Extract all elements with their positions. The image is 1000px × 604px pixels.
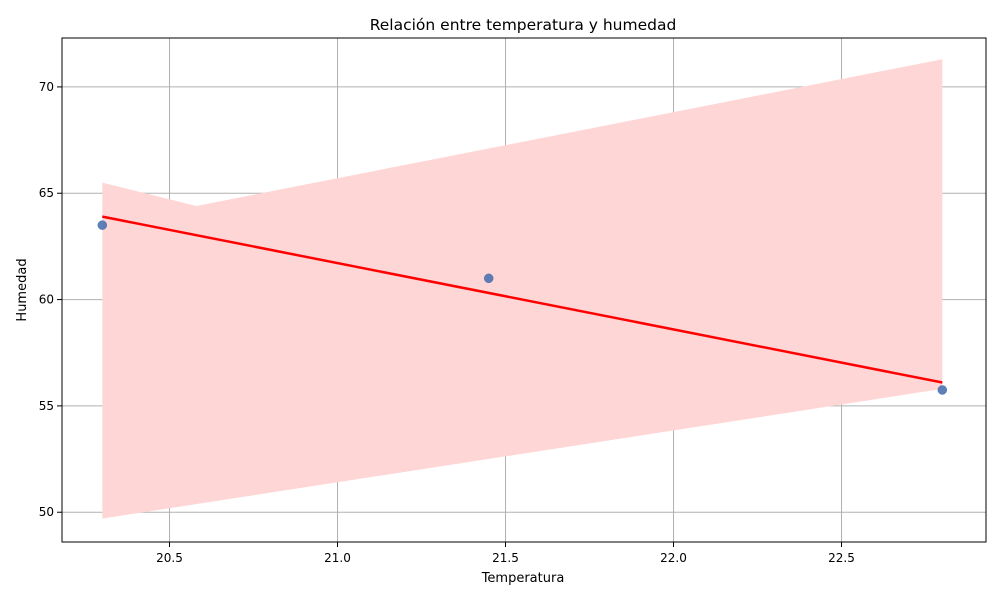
x-axis-ticks: 20.5 21.0 21.5 22.0 22.5 (156, 542, 855, 565)
x-axis-label: Temperatura (481, 571, 565, 586)
data-point (483, 273, 494, 284)
y-tick-label: 50 (39, 505, 54, 519)
y-axis-ticks: 50 55 60 65 70 (39, 80, 62, 519)
regression-line (102, 215, 943, 384)
data-point (97, 220, 108, 230)
data-points (97, 220, 948, 395)
plot-frame (61, 37, 987, 543)
regression-line-group (102, 215, 943, 384)
y-tick-label: 60 (39, 293, 54, 307)
y-tick-label: 65 (39, 186, 54, 200)
confidence-band-group (102, 59, 943, 519)
x-tick-label: 21.0 (324, 551, 351, 565)
x-tick-label: 20.5 (156, 551, 183, 565)
y-axis-label: Humedad (15, 258, 30, 321)
x-tick-label: 22.0 (660, 551, 687, 565)
x-tick-label: 22.5 (828, 551, 855, 565)
x-tick-label: 21.5 (492, 551, 519, 565)
y-tick-label: 70 (39, 80, 54, 94)
y-tick-label: 55 (39, 399, 54, 413)
confidence-band (102, 59, 943, 519)
data-point (937, 385, 948, 395)
chart-title: Relación entre temperatura y humedad (370, 16, 677, 34)
